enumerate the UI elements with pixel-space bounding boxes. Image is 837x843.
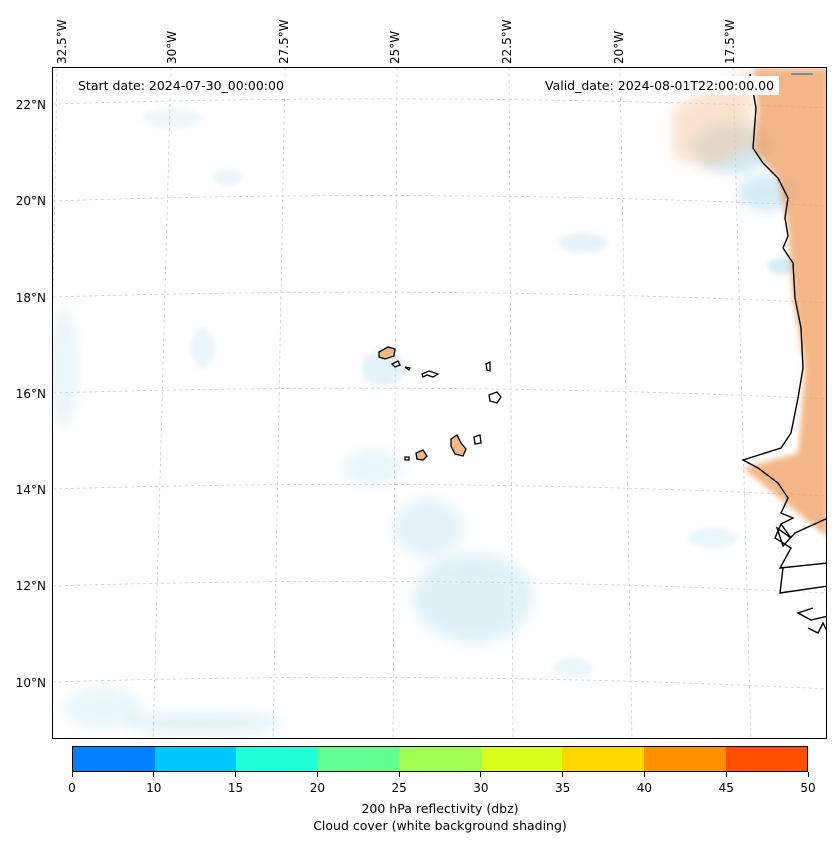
- colorbar-segment-6: [562, 747, 644, 771]
- colorbar-segment-4: [399, 747, 481, 771]
- lon-label-17-5w: 17.5°W: [723, 19, 737, 64]
- colorbar-segment-2: [236, 747, 318, 771]
- island-sal: [485, 360, 491, 372]
- colorbar-tick-mark: [643, 772, 645, 777]
- reflectivity-colorbar: [72, 746, 808, 772]
- cloud-patch: [688, 528, 738, 548]
- cloud-patch: [143, 108, 203, 128]
- gridline-lat-20n: [53, 195, 826, 207]
- africa-coastline: [741, 73, 826, 548]
- cloud-patch: [213, 170, 243, 186]
- gridline-lon-30w: [152, 68, 172, 738]
- colorbar-segment-8: [725, 747, 808, 771]
- colorbar-tick-label: 45: [718, 781, 734, 795]
- lat-label-16n: 16°N: [15, 387, 46, 401]
- gridline-lon-27-5w: [272, 68, 286, 738]
- lat-label-14n: 14°N: [15, 483, 46, 497]
- colorbar-tick-mark: [153, 772, 155, 777]
- colorbar-segment-0: [73, 747, 155, 771]
- colorbar-tick-mark: [480, 772, 482, 777]
- colorbar-tick-label: 35: [555, 781, 571, 795]
- map-panel: Start date: 2024-07-30_00:00:00 Valid_da…: [52, 67, 827, 739]
- lon-label-20w: 20°W: [612, 30, 626, 64]
- cloud-patch: [558, 233, 608, 253]
- lon-label-32-5w: 32.5°W: [55, 19, 69, 64]
- colorbar-tick-label: 15: [227, 781, 244, 795]
- colorbar-label-secondary: Cloud cover (white background shading): [313, 818, 567, 833]
- colorbar-segment-1: [154, 747, 237, 771]
- lat-label-22n: 22°N: [15, 98, 46, 112]
- colorbar-tick-mark: [316, 772, 318, 777]
- gridline-lat-14n: [53, 483, 826, 497]
- lat-label-10n: 10°N: [15, 676, 46, 690]
- colorbar-tick-mark: [235, 772, 237, 777]
- cabo-verde-islands: [378, 346, 502, 461]
- valid-date-label: Valid_date: 2024-08-01T22:00:00.00: [540, 76, 780, 95]
- island-brava: [404, 456, 410, 461]
- colorbar-tick-mark: [725, 772, 727, 777]
- cloud-patch: [53, 308, 77, 428]
- island-maio: [473, 434, 482, 445]
- island-boa-vista: [488, 391, 502, 404]
- lon-label-25w: 25°W: [388, 30, 402, 64]
- colorbar-segment-7: [643, 747, 726, 771]
- cloud-patch: [343, 450, 403, 486]
- map-canvas: [53, 68, 826, 738]
- lon-label-30w: 30°W: [165, 30, 179, 64]
- island-fogo: [415, 449, 428, 461]
- lon-label-27-5w: 27.5°W: [277, 19, 291, 64]
- cloud-patch: [413, 553, 533, 643]
- cloud-patch: [361, 350, 405, 386]
- gridline-lon-22-5w: [508, 68, 514, 738]
- colorbar-tick-mark: [807, 772, 809, 777]
- colorbar-tick-label: 0: [68, 781, 76, 795]
- gridline-lat-16n: [53, 387, 826, 400]
- colorbar-tick-mark: [562, 772, 564, 777]
- colorbar-tick-label: 30: [473, 781, 489, 795]
- island-sao-vicente: [390, 360, 401, 368]
- colorbar-segment-3: [317, 747, 400, 771]
- cloud-patch: [553, 658, 593, 678]
- africa-coastline-south: [774, 523, 826, 634]
- colorbar-tick-label: 25: [391, 781, 407, 795]
- island-santa-luzia: [404, 366, 411, 371]
- mainland-shading: [743, 68, 826, 537]
- cloud-patch: [123, 711, 283, 735]
- island-sao-nicolau: [421, 370, 440, 378]
- gridline-lon-20w: [619, 68, 633, 738]
- lon-label-22-5w: 22.5°W: [500, 19, 514, 64]
- gridline-lon-17-5w: [732, 68, 752, 738]
- gridline-lat-18n: [53, 291, 826, 304]
- cloud-shading: [53, 108, 799, 735]
- colorbar-label-primary: 200 hPa reflectivity (dbz): [361, 801, 519, 816]
- cloud-patch: [393, 498, 463, 558]
- cloud-patch: [191, 328, 215, 368]
- colorbar-tick-label: 20: [309, 781, 325, 795]
- start-date-label: Start date: 2024-07-30_00:00:00: [73, 76, 289, 95]
- lat-label-12n: 12°N: [15, 579, 46, 593]
- island-santo-antao: [378, 346, 396, 360]
- colorbar-tick-label: 10: [146, 781, 162, 795]
- colorbar-tick-label: 50: [800, 781, 816, 795]
- colorbar-tick-mark: [71, 772, 73, 777]
- island-santiago: [450, 434, 467, 457]
- cloud-patch: [63, 688, 143, 728]
- gridline-lat-10n: [53, 676, 826, 690]
- lat-label-20n: 20°N: [15, 194, 46, 208]
- colorbar-tick-mark: [398, 772, 400, 777]
- colorbar-segment-5: [480, 747, 563, 771]
- lat-label-18n: 18°N: [15, 291, 46, 305]
- gridline-lon-25w: [392, 68, 398, 738]
- colorbar-tick-label: 40: [636, 781, 653, 795]
